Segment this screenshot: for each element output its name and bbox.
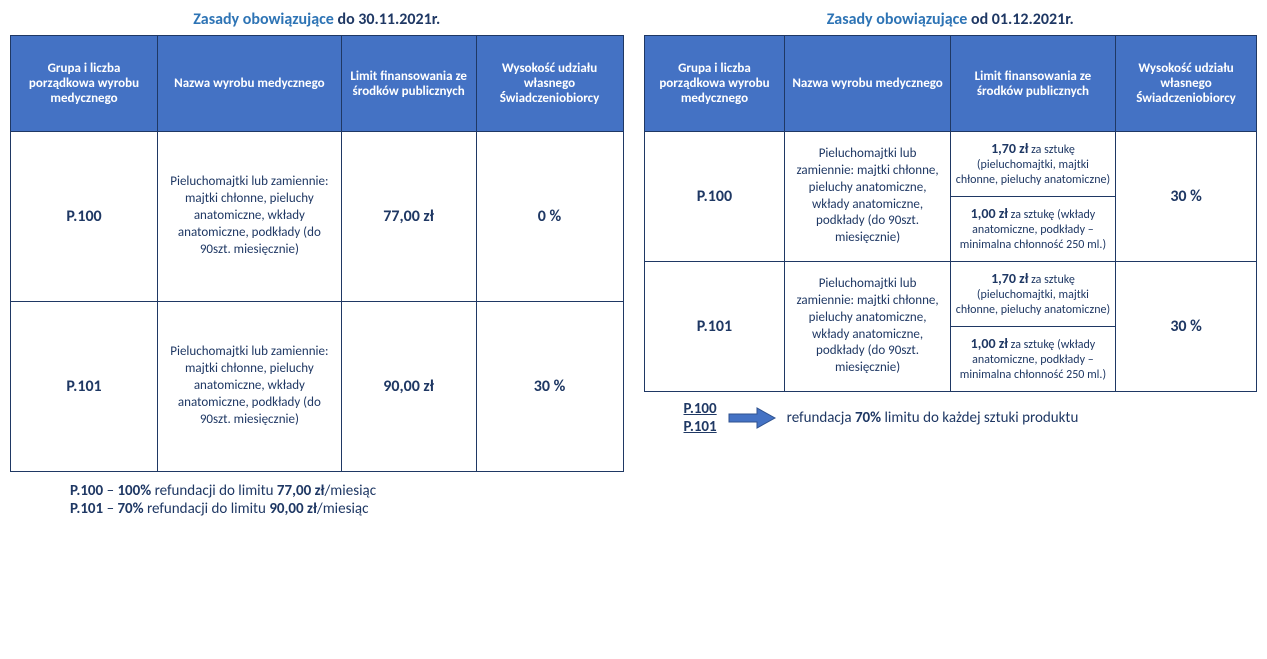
cell-code: P.100 [644,132,785,262]
table-row: P.101 Pieluchomajtki lub zamiennie: majt… [644,262,1257,327]
col-limit: Limit finansowania ze środków publicznyc… [950,36,1115,132]
cell-pct: 0 % [476,132,623,302]
price-rest: za sztukę (pieluchomajtki, majtki chłonn… [956,273,1110,317]
footer-amt: 77,00 zł [277,482,325,500]
cell-code: P.101 [11,302,158,472]
cell-limit: 90,00 zł [341,302,476,472]
col-share: Wysokość udziału własnego Świadczeniobio… [476,36,623,132]
col-share: Wysokość udziału własnego Świadczeniobio… [1116,36,1257,132]
col-name: Nazwa wyrobu medycznego [785,36,950,132]
footer-code-2: P.101 [684,418,717,436]
footer-code: P.100 [70,482,103,500]
footer-pct: 100% [117,482,151,500]
title-prefix: Zasady obowiązujące [193,10,337,29]
footer-post: limitu do każdej sztuki produktu [881,409,1078,427]
col-group: Grupa i liczba porządkowa wyrobu medyczn… [644,36,785,132]
footer-line-1: P.100 – 100% refundacji do limitu 77,00 … [70,482,624,500]
table-row: P.101 Pieluchomajtki lub zamiennie: majt… [11,302,624,472]
cell-code: P.100 [11,132,158,302]
title-date: do 30.11.2021r. [337,10,440,29]
cell-limit-b: 1,00 zł za sztukę (wkłady anatomiczne, p… [950,327,1115,392]
cell-desc: Pieluchomajtki lub zamiennie: majtki chł… [158,302,342,472]
cell-limit-a: 1,70 zł za sztukę (pieluchomajtki, majtk… [950,262,1115,327]
cell-limit-a: 1,70 zł za sztukę (pieluchomajtki, majtk… [950,132,1115,197]
cell-pct: 30 % [1116,132,1257,262]
panel-before: Zasady obowiązujące do 30.11.2021r. Grup… [10,10,624,518]
footer-code: P.101 [70,500,103,518]
footer-codes: P.100 P.101 [684,400,717,436]
cell-desc: Pieluchomajtki lub zamiennie: majtki chł… [158,132,342,302]
table-after: Grupa i liczba porządkowa wyrobu medyczn… [644,35,1258,392]
footer-pre: refundacja [787,409,855,427]
table-header-row: Grupa i liczba porządkowa wyrobu medyczn… [644,36,1257,132]
footer-pct: 70% [117,500,143,518]
cell-limit: 77,00 zł [341,132,476,302]
cell-pct: 30 % [476,302,623,472]
cell-code: P.101 [644,262,785,392]
cell-desc: Pieluchomajtki lub zamiennie: majtki chł… [785,132,950,262]
title-date: od 01.12.2021r. [971,10,1074,29]
footer-rest: refundacji do limitu [147,500,269,518]
table-header-row: Grupa i liczba porządkowa wyrobu medyczn… [11,36,624,132]
footer-pct: 70% [855,409,881,427]
price-rest: za sztukę (pieluchomajtki, majtki chłonn… [956,143,1110,187]
footer-before: P.100 – 100% refundacji do limitu 77,00 … [10,482,624,518]
footer-tail: /miesiąc [317,500,369,518]
title-after: Zasady obowiązujące od 01.12.2021r. [644,10,1258,29]
comparison-wrap: Zasady obowiązujące do 30.11.2021r. Grup… [10,10,1257,518]
footer-text: refundacja 70% limitu do każdej sztuki p… [787,409,1079,427]
col-limit: Limit finansowania ze środków publicznyc… [341,36,476,132]
footer-line-2: P.101 – 70% refundacji do limitu 90,00 z… [70,500,624,518]
cell-desc: Pieluchomajtki lub zamiennie: majtki chł… [785,262,950,392]
price: 1,00 zł [971,335,1008,352]
footer-tail: /miesiąc [325,482,377,500]
footer-rest: refundacji do limitu [155,482,277,500]
table-row: P.100 Pieluchomajtki lub zamiennie: majt… [644,132,1257,197]
panel-after: Zasady obowiązujące od 01.12.2021r. Grup… [644,10,1258,518]
footer-after: P.100 P.101 refundacja 70% limitu do każ… [644,400,1258,436]
title-prefix: Zasady obowiązujące [827,10,971,29]
table-before: Grupa i liczba porządkowa wyrobu medyczn… [10,35,624,472]
col-group: Grupa i liczba porządkowa wyrobu medyczn… [11,36,158,132]
price: 1,70 zł [991,140,1028,157]
footer-code-1: P.100 [684,400,717,418]
cell-limit-b: 1,00 zł za sztukę (wkłady anatomiczne, p… [950,197,1115,262]
footer-amt: 90,00 zł [269,500,317,518]
arrow-right-icon [727,406,777,430]
title-before: Zasady obowiązujące do 30.11.2021r. [10,10,624,29]
table-row: P.100 Pieluchomajtki lub zamiennie: majt… [11,132,624,302]
cell-pct: 30 % [1116,262,1257,392]
col-name: Nazwa wyrobu medycznego [158,36,342,132]
price: 1,00 zł [971,205,1008,222]
price: 1,70 zł [991,270,1028,287]
